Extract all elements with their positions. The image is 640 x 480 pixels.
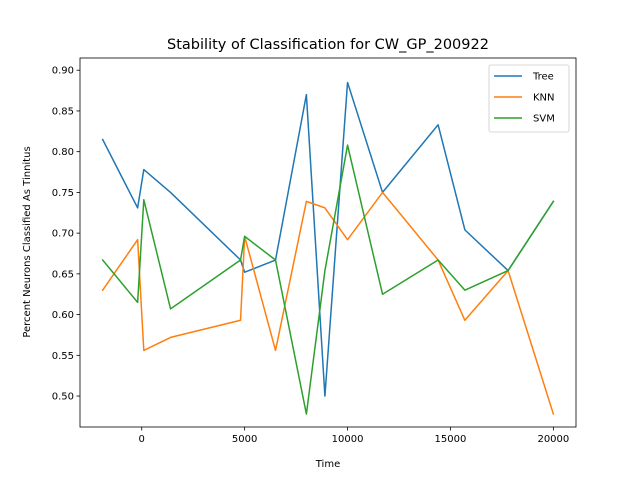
legend-label-tree: Tree <box>532 72 554 83</box>
y-tick-label: 0.75 <box>52 188 74 199</box>
y-tick-label: 0.80 <box>52 147 74 158</box>
x-tick-label: 0 <box>139 434 145 445</box>
x-axis-ticks: 0 5000 10000 15000 20000 <box>139 427 569 445</box>
legend-label-svm: SVM <box>533 114 555 125</box>
x-tick-label: 20000 <box>537 434 569 445</box>
plot-frame <box>79 57 577 428</box>
x-tick-label: 15000 <box>435 434 467 445</box>
x-axis-label: Time <box>315 459 340 470</box>
y-tick-label: 0.85 <box>52 106 74 117</box>
y-axis-ticks: 0.50 0.55 0.60 0.65 0.70 0.75 0.80 0.85 0.90 <box>52 66 80 403</box>
series-lines <box>101 81 555 415</box>
legend-frame <box>488 64 570 133</box>
x-tick-label: 5000 <box>232 434 257 445</box>
legend: Tree KNN SVM <box>488 64 570 133</box>
y-tick-label: 0.60 <box>52 310 74 321</box>
chart-title: Stability of Classification for CW_GP_20… <box>167 37 489 53</box>
y-tick-label: 0.65 <box>52 269 74 280</box>
y-tick-label: 0.90 <box>52 66 74 77</box>
series-line-knn <box>101 191 555 415</box>
series-line-tree <box>101 81 555 397</box>
y-axis-label: Percent Neurons Classified As Tinnitus <box>22 146 33 337</box>
y-tick-label: 0.55 <box>52 351 74 362</box>
y-tick-label: 0.70 <box>52 229 74 240</box>
x-tick-label: 10000 <box>332 434 364 445</box>
legend-label-knn: KNN <box>533 93 555 104</box>
y-tick-label: 0.50 <box>52 392 74 403</box>
series-line-svm <box>101 144 555 415</box>
